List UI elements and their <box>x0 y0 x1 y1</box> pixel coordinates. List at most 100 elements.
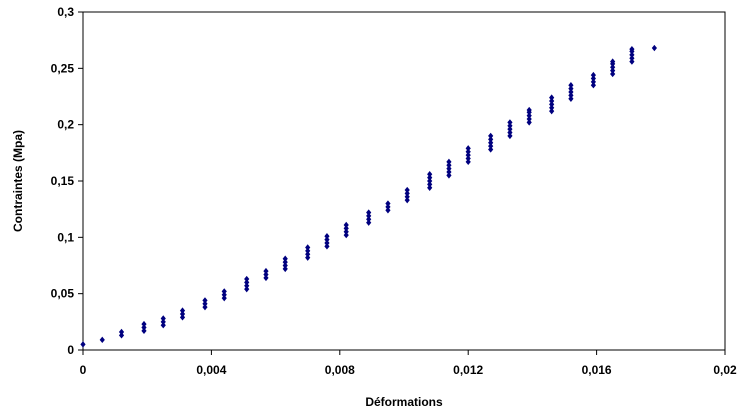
data-point <box>427 171 433 178</box>
y-tick-label: 0,25 <box>51 61 75 75</box>
y-tick-label: 0,3 <box>57 5 74 19</box>
data-point <box>263 274 269 282</box>
data-point <box>80 341 86 348</box>
data-point <box>629 45 635 53</box>
x-tick-label: 0,016 <box>582 363 612 377</box>
x-axis-ticks: 0 0,004 0,008 0,012 0,016 0,02 <box>80 350 737 377</box>
data-point <box>610 67 616 74</box>
data-point <box>179 307 186 314</box>
data-point <box>366 219 372 226</box>
data-point <box>507 119 513 126</box>
data-point <box>141 324 147 331</box>
data-points <box>80 44 657 348</box>
data-point <box>179 310 186 318</box>
data-point <box>404 193 410 200</box>
data-point <box>244 282 250 289</box>
data-point <box>507 129 513 136</box>
data-point <box>629 51 635 59</box>
y-tick-label: 0,1 <box>57 230 74 244</box>
data-point <box>446 158 452 166</box>
data-point <box>263 267 269 275</box>
data-point <box>526 106 532 114</box>
data-point <box>465 148 471 155</box>
data-point <box>507 125 513 133</box>
data-point <box>590 75 596 82</box>
x-tick-label: 0,012 <box>453 363 483 377</box>
data-point <box>202 303 208 311</box>
y-tick-label: 0,2 <box>57 118 74 132</box>
data-point <box>488 142 494 150</box>
data-point <box>202 297 208 304</box>
data-point <box>446 168 452 176</box>
data-point <box>282 262 288 269</box>
data-point <box>610 58 616 65</box>
data-point <box>610 70 616 78</box>
data-point <box>366 209 372 216</box>
data-point <box>427 174 433 181</box>
data-point <box>324 233 330 240</box>
data-point <box>343 225 349 232</box>
data-point <box>590 71 596 79</box>
data-point <box>549 107 555 115</box>
data-point <box>324 236 330 243</box>
data-point <box>568 88 574 96</box>
data-point <box>366 216 372 223</box>
data-point <box>282 258 288 266</box>
data-point <box>404 186 410 194</box>
data-point <box>160 315 166 322</box>
data-point <box>324 239 330 247</box>
data-point <box>488 132 494 140</box>
data-point <box>549 104 555 111</box>
y-tick-label: 0 <box>67 343 74 357</box>
data-point <box>141 327 147 335</box>
data-point <box>366 212 372 220</box>
data-point <box>526 115 532 123</box>
data-point <box>305 251 311 258</box>
data-point <box>118 332 125 339</box>
data-point <box>526 119 532 126</box>
data-point <box>465 151 471 159</box>
data-point <box>427 184 433 191</box>
data-point <box>446 165 452 172</box>
data-point <box>507 132 513 140</box>
x-tick-label: 0,004 <box>196 363 226 377</box>
data-point <box>343 228 349 235</box>
data-point <box>568 95 574 102</box>
data-point <box>568 82 574 89</box>
data-point <box>549 97 555 105</box>
data-point <box>221 294 227 302</box>
data-point <box>465 155 471 162</box>
data-point <box>305 244 311 251</box>
data-point <box>202 300 208 308</box>
data-point <box>590 78 596 86</box>
data-point <box>343 221 349 229</box>
data-point <box>99 336 105 344</box>
x-tick-label: 0,008 <box>325 363 355 377</box>
plot-area <box>82 11 726 351</box>
data-point <box>404 190 410 197</box>
data-point <box>488 146 494 153</box>
data-point <box>118 328 125 336</box>
data-point <box>465 145 471 152</box>
data-point <box>221 291 227 298</box>
data-point <box>446 172 452 179</box>
data-point <box>263 271 269 278</box>
data-point <box>568 92 574 99</box>
data-point <box>385 207 391 214</box>
data-point <box>160 322 166 329</box>
data-point <box>179 314 186 321</box>
data-point <box>488 136 494 143</box>
y-axis-title: Contraintes (Mpa) <box>11 130 25 232</box>
data-point <box>465 158 471 166</box>
data-point <box>385 203 391 211</box>
data-point <box>590 82 596 89</box>
data-point <box>651 44 657 52</box>
data-point <box>282 255 288 262</box>
data-point <box>244 279 250 286</box>
data-point <box>141 320 147 328</box>
data-point <box>160 318 166 326</box>
data-point <box>568 85 574 92</box>
data-point <box>549 94 555 101</box>
y-tick-label: 0,15 <box>51 174 75 188</box>
x-tick-label: 0 <box>80 363 87 377</box>
